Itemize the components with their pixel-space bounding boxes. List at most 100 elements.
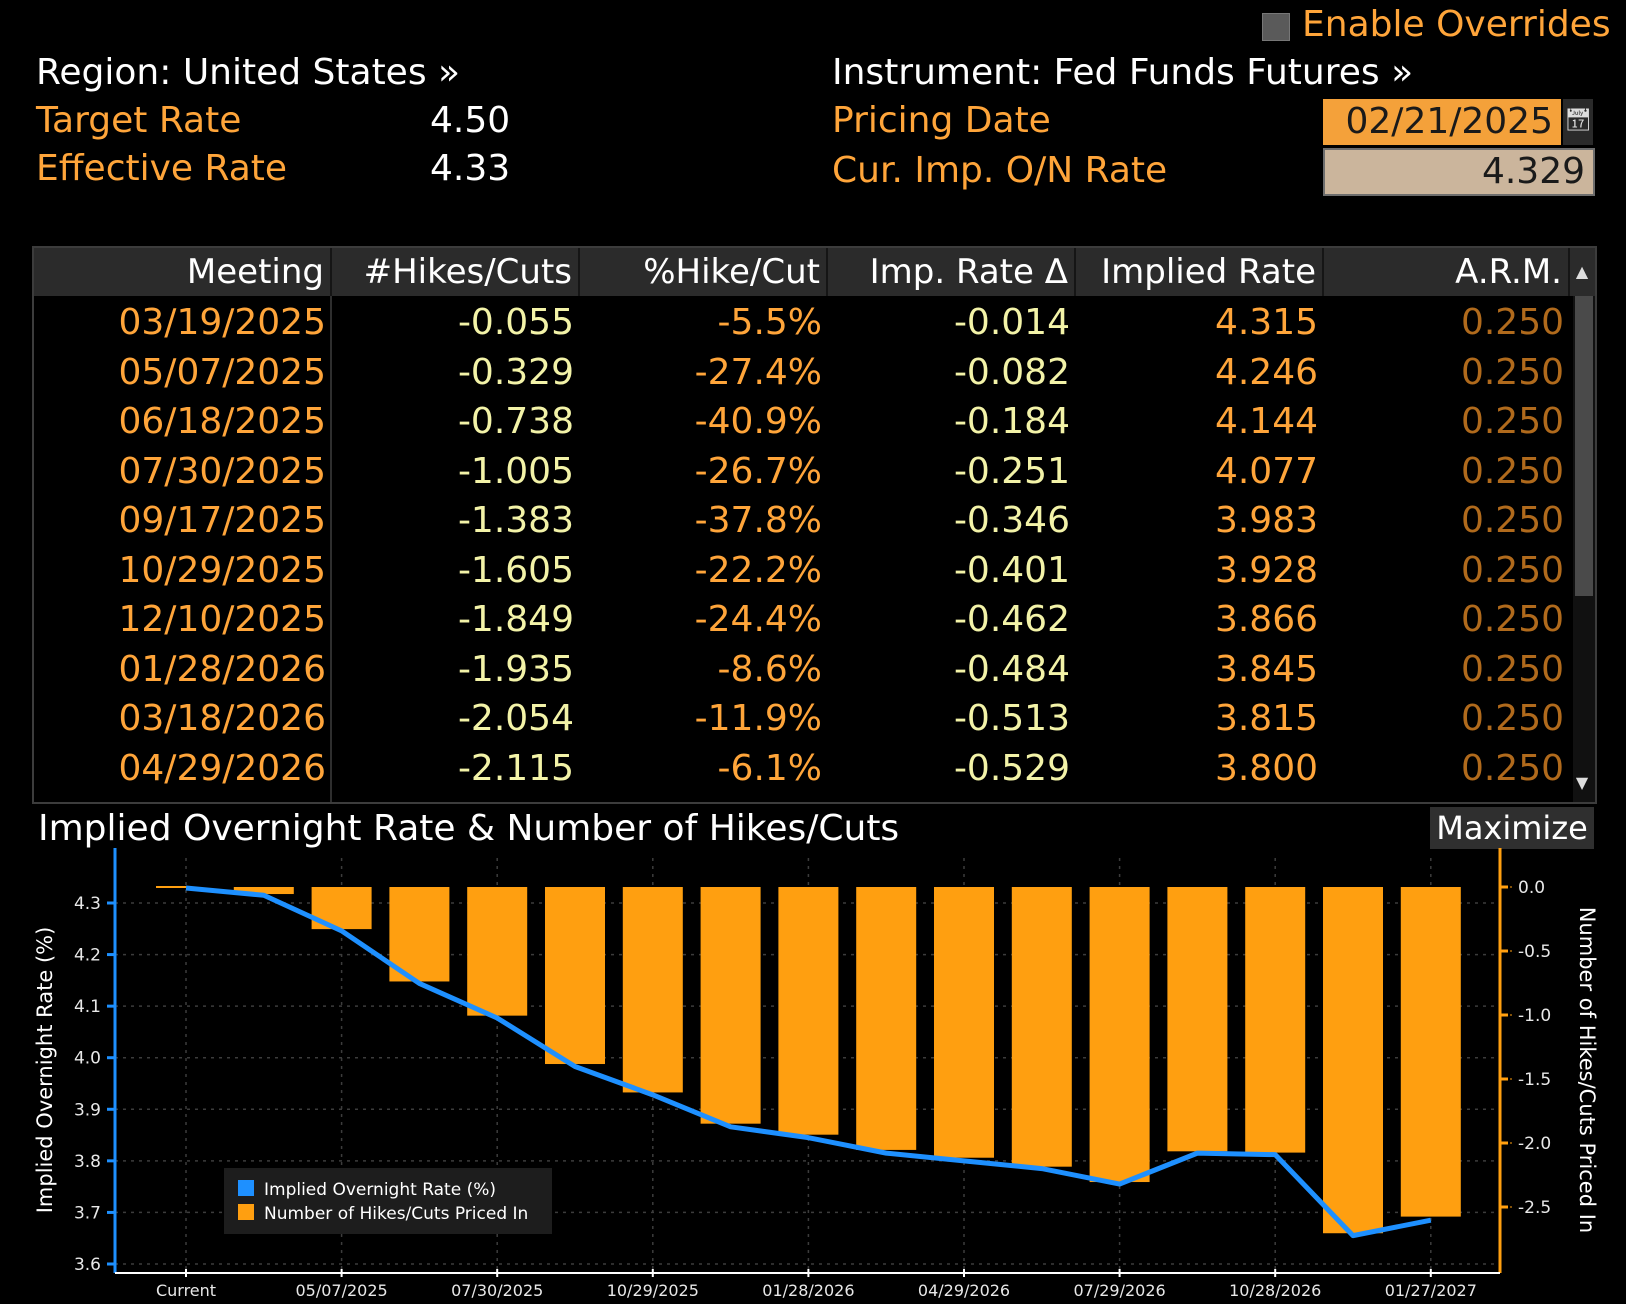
pricing-date-label: Pricing Date <box>832 100 1051 141</box>
cell-hikes-cuts: -0.738 <box>457 401 574 442</box>
cell-imp-rate-delta: -0.529 <box>953 747 1070 789</box>
instrument-selector[interactable]: Instrument: Fed Funds Futures » <box>832 52 1414 93</box>
right-tick-label: -2.0 <box>1518 1134 1551 1154</box>
cell-meeting-date: 04/29/2026 <box>118 747 327 789</box>
cell-meeting-date: 07/30/2025 <box>118 450 327 492</box>
cell-pct-hike-cut: -26.7% <box>694 450 822 492</box>
table-row[interactable]: 10/29/2025 -1.605 -22.2% -0.401 3.928 0.250 <box>34 546 1570 596</box>
bar-hikes-cuts <box>1245 887 1306 1153</box>
col-header-arm[interactable]: A.R.M. <box>1324 248 1570 296</box>
bar-hikes-cuts <box>1400 887 1461 1217</box>
region-selector[interactable]: Region: United States » <box>36 52 461 93</box>
target-rate-value: 4.50 <box>430 100 511 141</box>
target-rate-label: Target Rate <box>36 100 242 141</box>
bar-hikes-cuts <box>389 887 450 982</box>
left-tick-label: 4.0 <box>74 1049 101 1069</box>
x-tick-label: 04/29/2026 <box>918 1281 1010 1300</box>
cell-pct-hike-cut: -37.8% <box>694 500 822 541</box>
cell-meeting-date: 12/10/2025 <box>118 599 327 640</box>
col-header-pct-hike-cut[interactable]: %Hike/Cut <box>580 248 828 296</box>
scrollbar-thumb[interactable] <box>1575 296 1593 596</box>
x-tick-label: 01/27/2027 <box>1385 1281 1477 1300</box>
x-tick-label: 07/30/2025 <box>451 1281 543 1300</box>
cell-meeting-date: 05/07/2025 <box>118 351 327 393</box>
table-row[interactable]: 06/18/2025 -0.738 -40.9% -0.184 4.144 0.250 <box>34 397 1570 447</box>
chart-title: Implied Overnight Rate & Number of Hikes… <box>38 808 900 849</box>
cell-implied-rate: 4.144 <box>1214 401 1318 442</box>
cell-meeting-date: 03/18/2026 <box>118 698 327 739</box>
table-row[interactable]: 01/28/2026 -1.935 -8.6% -0.484 3.845 0.250 <box>34 645 1570 695</box>
cur-imp-rate-label: Cur. Imp. O/N Rate <box>832 150 1168 191</box>
cell-hikes-cuts: -1.005 <box>457 450 574 492</box>
col-header-implied-rate[interactable]: Implied Rate <box>1076 248 1324 296</box>
cell-imp-rate-delta: -0.462 <box>953 599 1070 640</box>
scroll-up-icon[interactable]: ▲ <box>1575 262 1589 281</box>
cell-hikes-cuts: -0.055 <box>457 302 574 343</box>
table-scrollbar[interactable] <box>1573 296 1595 802</box>
col-header-imp-rate-delta[interactable]: Imp. Rate Δ <box>828 248 1076 296</box>
y-axis-label: Implied Overnight Rate (%) <box>33 927 57 1214</box>
x-tick-label: Current <box>156 1281 216 1300</box>
col-header-hikes-cuts[interactable]: #Hikes/Cuts <box>332 248 580 296</box>
cell-implied-rate: 3.800 <box>1214 747 1318 789</box>
cell-pct-hike-cut: -8.6% <box>717 648 822 690</box>
cell-imp-rate-delta: -0.401 <box>953 549 1070 591</box>
bar-hikes-cuts <box>778 887 839 1135</box>
bar-hikes-cuts <box>233 887 294 895</box>
table-row[interactable]: 12/10/2025 -1.849 -24.4% -0.462 3.866 0.250 <box>34 595 1570 645</box>
cell-pct-hike-cut: -27.4% <box>694 351 822 393</box>
bar-hikes-cuts <box>311 887 372 930</box>
cell-implied-rate: 3.928 <box>1214 549 1318 591</box>
cell-hikes-cuts: -1.849 <box>457 599 574 640</box>
table-row[interactable]: 05/07/2025 -0.329 -27.4% -0.082 4.246 0.250 <box>34 348 1570 398</box>
cell-pct-hike-cut: -5.5% <box>717 302 822 343</box>
x-tick-label: 10/29/2025 <box>607 1281 699 1300</box>
legend-box <box>224 1168 552 1234</box>
pricing-date-input[interactable]: 02/21/2025 <box>1323 99 1561 145</box>
right-tick-label: -2.5 <box>1518 1198 1551 1218</box>
cell-arm: 0.250 <box>1460 599 1564 640</box>
legend-swatch-line <box>238 1180 254 1196</box>
cell-arm: 0.250 <box>1460 747 1564 789</box>
scroll-down-icon[interactable]: ▼ <box>1575 773 1589 792</box>
enable-overrides-label[interactable]: Enable Overrides <box>1302 4 1611 45</box>
implied-rate-line <box>185 885 1432 1239</box>
enable-overrides-checkbox[interactable] <box>1262 13 1290 41</box>
cell-arm: 0.250 <box>1460 698 1564 739</box>
col-header-meeting[interactable]: Meeting <box>34 248 332 296</box>
table-row[interactable]: 03/19/2025 -0.055 -5.5% -0.014 4.315 0.250 <box>34 298 1570 348</box>
meetings-table: Meeting #Hikes/Cuts %Hike/Cut Imp. Rate … <box>32 246 1597 804</box>
effective-rate-label: Effective Rate <box>36 148 288 189</box>
cell-hikes-cuts: -2.054 <box>457 698 574 739</box>
maximize-button[interactable]: Maximize <box>1430 807 1594 849</box>
table-row[interactable]: 07/30/2025 -1.005 -26.7% -0.251 4.077 0.250 <box>34 447 1570 497</box>
calendar-icon[interactable]: 📅︎ <box>1563 99 1593 145</box>
left-tick-label: 3.8 <box>74 1152 101 1172</box>
cell-hikes-cuts: -1.383 <box>457 500 574 541</box>
cell-meeting-date: 10/29/2025 <box>118 549 327 591</box>
legend-label-line: Implied Overnight Rate (%) <box>264 1180 496 1200</box>
cell-hikes-cuts: -2.115 <box>457 747 574 789</box>
legend-swatch-bar <box>238 1204 254 1220</box>
cell-pct-hike-cut: -6.1% <box>717 747 822 789</box>
effective-rate-value: 4.33 <box>430 148 511 189</box>
column-divider <box>330 296 332 802</box>
cell-implied-rate: 4.077 <box>1214 450 1318 492</box>
cell-arm: 0.250 <box>1460 450 1564 492</box>
cell-imp-rate-delta: -0.513 <box>953 698 1070 739</box>
cell-arm: 0.250 <box>1460 549 1564 591</box>
x-tick-label: 05/07/2025 <box>295 1281 387 1300</box>
table-row[interactable]: 04/29/2026 -2.115 -6.1% -0.529 3.800 0.250 <box>34 744 1570 794</box>
cell-meeting-date: 09/17/2025 <box>118 500 327 541</box>
cell-implied-rate: 4.315 <box>1214 302 1318 343</box>
left-tick-label: 3.6 <box>74 1255 101 1275</box>
cell-implied-rate: 3.866 <box>1214 599 1318 640</box>
bar-hikes-cuts <box>856 887 917 1150</box>
bar-hikes-cuts <box>545 887 605 1065</box>
table-row[interactable]: 03/18/2026 -2.054 -11.9% -0.513 3.815 0.250 <box>34 694 1570 744</box>
cell-arm: 0.250 <box>1460 351 1564 393</box>
cell-hikes-cuts: -0.329 <box>457 351 574 393</box>
table-row[interactable]: 09/17/2025 -1.383 -37.8% -0.346 3.983 0.250 <box>34 496 1570 546</box>
cell-pct-hike-cut: -40.9% <box>694 401 822 442</box>
left-tick-label: 3.9 <box>74 1100 101 1120</box>
